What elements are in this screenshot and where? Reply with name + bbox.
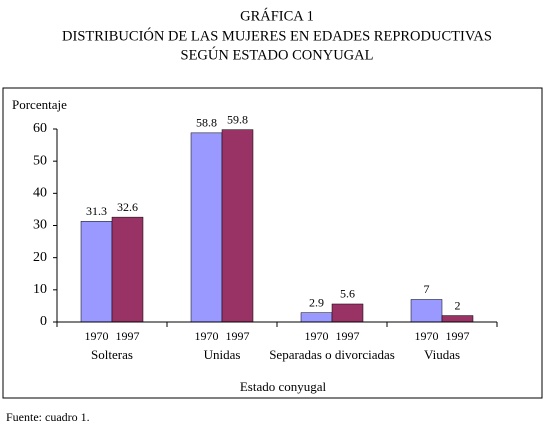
series-label: 1970 bbox=[415, 329, 439, 343]
bar bbox=[221, 129, 254, 323]
series-label: 1970 bbox=[195, 329, 219, 343]
data-label: 5.6 bbox=[340, 287, 355, 301]
y-tick-label: 0 bbox=[40, 314, 47, 329]
series-label: 1997 bbox=[116, 329, 140, 343]
series-label: 1997 bbox=[446, 329, 470, 343]
series-label: 1970 bbox=[305, 329, 329, 343]
chart-title: GRÁFICA 1 bbox=[240, 7, 314, 24]
y-tick-label: 20 bbox=[33, 250, 47, 265]
x-axis-label: Estado conyugal bbox=[240, 379, 327, 394]
series-label: 1997 bbox=[336, 329, 360, 343]
chart-title: SEGÚN ESTADO CONYUGAL bbox=[181, 46, 374, 63]
data-label: 7 bbox=[424, 282, 430, 296]
bar bbox=[80, 221, 113, 323]
data-label: 31.3 bbox=[86, 204, 107, 218]
data-label: 58.8 bbox=[196, 116, 217, 130]
frame bbox=[2, 87, 543, 399]
data-label: 32.6 bbox=[117, 200, 138, 214]
bar bbox=[441, 315, 474, 323]
y-axis-label: Porcentaje bbox=[12, 97, 67, 112]
bar bbox=[190, 132, 223, 323]
data-label: 2.9 bbox=[309, 295, 324, 309]
data-label: 59.8 bbox=[227, 112, 248, 126]
x-tick-label: Viudas bbox=[424, 347, 460, 362]
series-label: 1970 bbox=[85, 329, 109, 343]
bar bbox=[300, 312, 333, 323]
x-tick-label: Unidas bbox=[204, 347, 241, 362]
bar bbox=[410, 299, 443, 323]
source: Fuente: cuadro 1. bbox=[6, 410, 90, 424]
data-label: 2 bbox=[455, 298, 461, 312]
chart-title: DISTRIBUCIÓN DE LAS MUJERES EN EDADES RE… bbox=[62, 27, 492, 44]
y-tick-label: 10 bbox=[33, 282, 47, 297]
y-tick-label: 60 bbox=[33, 121, 47, 136]
x-tick-label: Separadas o divorciadas bbox=[269, 347, 395, 362]
y-tick-label: 40 bbox=[33, 186, 47, 201]
y-tick-label: 30 bbox=[33, 218, 47, 233]
y-tick-label: 50 bbox=[33, 153, 47, 168]
bar bbox=[331, 303, 364, 323]
bar bbox=[111, 216, 144, 323]
series-label: 1997 bbox=[226, 329, 250, 343]
x-tick-label: Solteras bbox=[91, 347, 133, 362]
